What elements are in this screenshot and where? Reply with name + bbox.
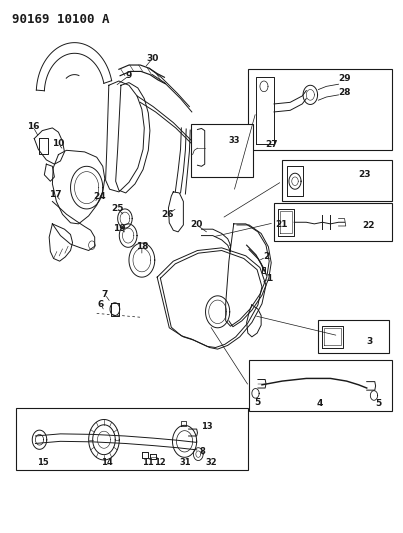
Bar [249,360,392,411]
Text: 24: 24 [93,192,106,200]
Text: 27: 27 [265,140,278,149]
Text: 20: 20 [191,221,203,229]
Text: 12: 12 [154,458,166,467]
Text: 90169 10100 A: 90169 10100 A [12,13,110,26]
Text: 5: 5 [375,399,381,408]
Bar [282,160,392,201]
Text: 15: 15 [37,458,49,467]
Text: 28: 28 [339,88,351,97]
Text: 5: 5 [254,398,260,407]
Text: 14: 14 [101,458,112,467]
Text: 4: 4 [316,399,323,408]
Text: 21: 21 [275,220,287,229]
Text: 2: 2 [263,253,269,261]
Text: 16: 16 [27,123,39,131]
Text: 31: 31 [179,458,191,467]
Bar [318,320,389,353]
Text: 25: 25 [111,205,124,213]
Text: 8: 8 [199,447,205,456]
Text: 29: 29 [339,74,351,83]
Text: 32: 32 [206,458,217,467]
Text: 19: 19 [112,224,125,232]
Text: 17: 17 [49,190,62,199]
Text: 9: 9 [126,71,132,80]
Bar [191,124,253,177]
Bar [248,69,392,150]
Text: 23: 23 [358,170,370,179]
Text: 18: 18 [135,242,148,251]
Text: 33: 33 [229,136,241,145]
Bar [16,408,248,470]
Text: 7: 7 [102,290,108,298]
Text: 11: 11 [142,458,154,467]
Text: 1: 1 [266,274,272,282]
Text: 6: 6 [98,301,104,309]
Text: 30: 30 [146,54,158,63]
Text: 3: 3 [366,337,372,346]
Text: 26: 26 [161,210,174,219]
Bar [274,203,392,241]
Text: 10: 10 [52,140,64,148]
Text: 22: 22 [362,221,374,230]
Text: 13: 13 [201,422,212,431]
